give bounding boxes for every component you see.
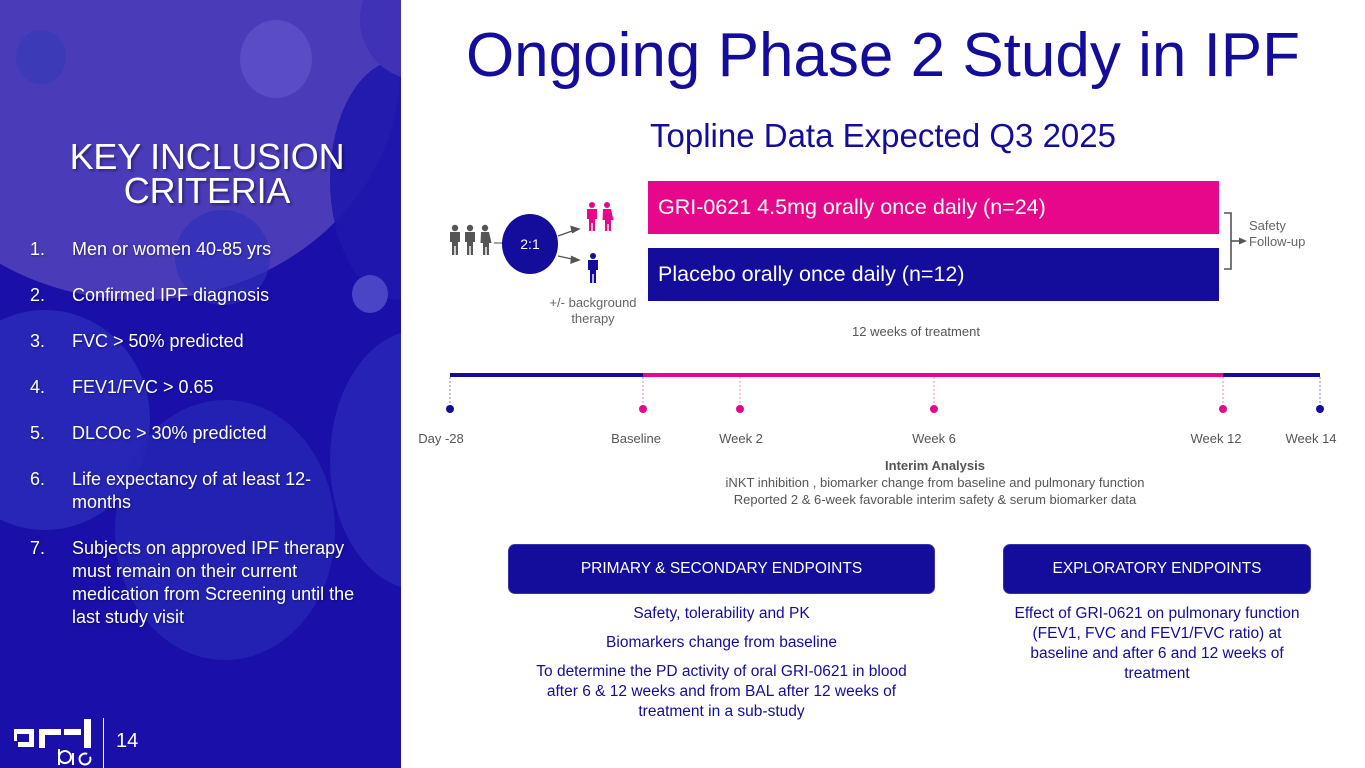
criteria-text: DLCOc > 30% predicted (72, 423, 267, 443)
inclusion-criteria-panel: KEY INCLUSION CRITERIA 1. Men or women 40… (0, 0, 401, 768)
decorative-bubble (240, 20, 312, 98)
page-number: 14 (116, 730, 139, 752)
male-icon (588, 253, 598, 283)
exploratory-endpoints-header: EXPLORATORY ENDPOINTS (1003, 544, 1311, 594)
slide-title: Ongoing Phase 2 Study in IPF (465, 21, 1301, 90)
male-female-icon (587, 202, 614, 231)
primary-secondary-endpoints-header: PRIMARY & SECONDARY ENDPOINTS (508, 544, 935, 594)
criteria-item: 2. Confirmed IPF diagnosis (30, 284, 380, 307)
timeline-label-baseline: Baseline (611, 431, 661, 446)
interim-analysis-title: Interim Analysis (885, 458, 985, 473)
endpoint-item: Effect of GRI-0621 on pulmonary function… (1014, 605, 1300, 682)
interim-analysis-line: iNKT inhibition , biomarker change from … (725, 475, 1145, 490)
criteria-number: 5. (30, 423, 46, 443)
criteria-item: 4. FEV1/FVC > 0.65 (30, 376, 380, 399)
criteria-number: 3. (30, 331, 46, 351)
heading-text: KEY INCLUSION CRITERIA (69, 136, 345, 211)
timeline-label-week-6: Week 6 (912, 431, 956, 446)
bracket-arrow-icon (1224, 212, 1240, 270)
people-group-icon (450, 224, 492, 255)
endpoint-item: Biomarkers change from baseline (606, 634, 837, 651)
active-arm-bar: GRI-0621 4.5mg orally once daily (n=24) (648, 181, 1219, 234)
decorative-bubble (115, 400, 335, 660)
criteria-item: 7. Subjects on approved IPF therapy must … (30, 537, 380, 629)
criteria-number: 7. (30, 538, 46, 558)
criteria-number: 6. (30, 469, 46, 489)
endpoint-header-text: PRIMARY & SECONDARY ENDPOINTS (580, 560, 863, 577)
timeline-dots (446, 405, 1324, 413)
criteria-text: Subjects on approved IPF therapy must re… (72, 538, 355, 627)
criteria-text: FEV1/FVC > 0.65 (72, 377, 214, 397)
criteria-item: 5. DLCOc > 30% predicted (30, 422, 380, 445)
interim-analysis: Interim Analysis iNKT inhibition , bioma… (640, 457, 1230, 508)
placebo-arm-bar: Placebo orally once daily (n=12) (648, 248, 1219, 301)
criteria-item: 1. Men or women 40-85 yrs (30, 238, 380, 261)
criteria-number: 1. (30, 239, 46, 259)
endpoint-item: Safety, tolerability and PK (633, 605, 810, 622)
endpoint-item: To determine the PD activity of oral GRI… (536, 663, 907, 720)
primary-endpoints-list: Safety, tolerability and PK Biomarkers c… (518, 604, 925, 731)
criteria-text: Men or women 40-85 yrs (72, 239, 272, 259)
criteria-item: 3. FVC > 50% predicted (30, 330, 380, 353)
criteria-text: Life expectancy of at least 12-months (72, 469, 312, 512)
criteria-number: 4. (30, 377, 46, 397)
arrow-icon (557, 225, 581, 264)
gri-bio-logo (14, 719, 92, 766)
decorative-bubble (175, 210, 270, 305)
decorative-bubble (352, 275, 388, 313)
decorative-bubble (16, 30, 66, 84)
criteria-number: 2. (30, 285, 46, 305)
treatment-duration-label: 12 weeks of treatment (852, 324, 980, 339)
timeline-label-week-2: Week 2 (719, 431, 763, 446)
criteria-list: 1. Men or women 40-85 yrs 2. Confirmed IPF… (30, 238, 380, 652)
endpoint-header-text: EXPLORATORY ENDPOINTS (1052, 560, 1262, 577)
logo-divider (103, 718, 104, 768)
slide-subtitle: Topline Data Expected Q3 2025 (650, 117, 1116, 154)
timeline-label-week-12: Week 12 (1190, 431, 1242, 446)
criteria-item: 6. Life expectancy of at least 12-months (30, 468, 380, 514)
safety-follow-up-label: Safety Follow-up (1249, 218, 1306, 249)
timeline-label-day-28: Day -28 (418, 431, 464, 446)
criteria-text: Confirmed IPF diagnosis (72, 285, 270, 305)
interim-analysis-line: Reported 2 & 6-week favorable interim sa… (733, 492, 1137, 507)
timeline-label-week-14: Week 14 (1285, 431, 1337, 446)
background-therapy-label: +/- background therapy (549, 295, 637, 326)
criteria-text: FVC > 50% predicted (72, 331, 244, 351)
inclusion-criteria-heading: KEY INCLUSION CRITERIA (0, 136, 401, 211)
randomization-circle: 2:1 (502, 214, 558, 274)
exploratory-endpoints-text: Effect of GRI-0621 on pulmonary function… (995, 604, 1319, 684)
